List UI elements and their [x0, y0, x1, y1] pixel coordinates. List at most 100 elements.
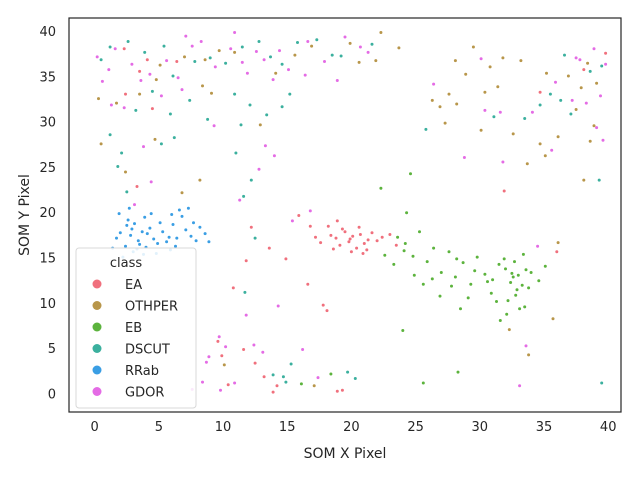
data-point-ea-54 — [502, 189, 506, 193]
data-point-dscut-54 — [600, 64, 604, 68]
data-point-othper-29 — [595, 81, 599, 85]
data-point-rrab-5 — [140, 230, 144, 234]
data-point-othper-43 — [438, 105, 442, 109]
data-point-dscut-37 — [234, 151, 238, 155]
data-point-othper-5 — [183, 55, 186, 59]
data-point-ea-23 — [335, 219, 339, 223]
data-point-ea-36 — [275, 384, 279, 388]
data-point-eb-52 — [379, 186, 383, 190]
data-point-eb-49 — [473, 269, 477, 273]
data-point-dscut-30 — [134, 108, 138, 112]
data-point-rrab-38 — [117, 212, 121, 216]
data-point-gdor-62 — [432, 82, 436, 86]
y-tick-labels: 0 5 10 15 20 25 30 35 40 — [39, 25, 56, 402]
data-point-gdor-5 — [139, 79, 143, 82]
y-tick-label: 15 — [39, 252, 56, 267]
data-point-ea-14 — [375, 239, 379, 243]
data-point-othper-16 — [374, 59, 378, 63]
data-point-ea-0 — [326, 224, 330, 228]
data-point-dscut-38 — [253, 236, 257, 240]
data-point-othper-45 — [556, 241, 560, 245]
data-point-ea-52 — [175, 60, 179, 63]
legend-marker-eb — [92, 322, 102, 332]
data-point-othper-30 — [588, 139, 592, 143]
data-point-eb-30 — [489, 291, 493, 295]
legend-label-ea: EA — [125, 278, 142, 293]
data-point-othper-22 — [488, 65, 492, 69]
data-point-gdor-34 — [149, 180, 153, 184]
data-point-rrab-1 — [124, 244, 127, 248]
data-point-ea-13 — [370, 231, 374, 235]
data-point-eb-2 — [411, 254, 415, 258]
data-point-rrab-26 — [184, 228, 188, 232]
data-point-gdor-0 — [95, 55, 99, 59]
data-point-eb-29 — [521, 252, 525, 256]
x-tick-labels: 0 5 10 15 20 25 30 35 40 — [91, 420, 617, 435]
data-point-gdor-8 — [176, 76, 180, 80]
data-point-ea-10 — [340, 227, 344, 231]
data-point-othper-14 — [379, 31, 383, 34]
y-tick-label: 40 — [39, 25, 56, 40]
data-point-eb-50 — [455, 257, 459, 261]
data-point-othper-2 — [138, 92, 142, 96]
data-point-othper-20 — [464, 72, 468, 76]
data-point-gdor-59 — [498, 110, 502, 114]
data-point-rrab-8 — [126, 218, 130, 222]
data-point-dscut-48 — [523, 117, 527, 120]
data-point-ea-47 — [150, 107, 154, 111]
data-point-eb-15 — [504, 267, 507, 271]
data-point-gdor-43 — [276, 304, 280, 308]
y-tick-label: 25 — [39, 161, 56, 176]
data-point-ea-27 — [297, 214, 301, 217]
data-point-othper-13 — [357, 60, 361, 64]
data-point-dscut-7 — [208, 56, 212, 60]
data-point-dscut-11 — [269, 55, 272, 59]
data-point-gdor-14 — [245, 71, 249, 75]
data-point-eb-24 — [511, 275, 515, 279]
data-point-othper-40 — [479, 128, 483, 132]
data-point-ea-48 — [124, 92, 127, 96]
data-point-othper-28 — [586, 61, 590, 65]
data-point-rrab-37 — [149, 212, 153, 216]
data-point-othper-24 — [519, 59, 523, 63]
data-point-gdor-55 — [301, 348, 305, 351]
y-axis-label: SOM Y Pixel — [17, 174, 33, 256]
data-point-othper-42 — [443, 121, 447, 125]
data-point-rrab-16 — [145, 232, 149, 236]
data-point-othper-38 — [496, 85, 500, 89]
data-point-dscut-17 — [370, 42, 374, 46]
data-point-ea-31 — [284, 257, 288, 261]
data-point-eb-20 — [524, 268, 528, 272]
data-point-ea-15 — [348, 237, 352, 241]
data-point-othper-23 — [501, 56, 505, 60]
data-point-dscut-53 — [588, 69, 592, 73]
data-point-eb-56 — [329, 372, 333, 376]
data-point-gdor-66 — [604, 62, 608, 66]
data-point-ea-30 — [244, 259, 248, 263]
data-point-othper-41 — [455, 102, 459, 106]
data-point-rrab-3 — [133, 222, 136, 226]
data-point-gdor-9 — [190, 44, 194, 48]
data-point-eb-31 — [466, 296, 470, 300]
data-point-eb-40 — [459, 307, 462, 311]
data-point-rrab-44 — [167, 235, 171, 239]
legend-marker-gdor — [92, 387, 102, 396]
data-point-gdor-76 — [518, 384, 522, 388]
data-point-othper-3 — [158, 63, 162, 67]
data-point-rrab-39 — [127, 206, 131, 210]
y-tick-label: 35 — [39, 70, 56, 85]
data-point-rrab-33 — [174, 244, 177, 248]
data-point-gdor-13 — [240, 60, 244, 64]
legend: class EA OTHPER EB DSCUT RRab GDOR — [75, 247, 197, 409]
data-point-othper-11 — [310, 44, 314, 48]
data-point-dscut-46 — [424, 127, 428, 131]
x-tick-label: 0 — [91, 420, 99, 435]
data-point-gdor-39 — [257, 167, 261, 171]
data-point-gdor-71 — [530, 110, 534, 114]
data-point-eb-0 — [396, 235, 400, 239]
data-point-othper-21 — [471, 45, 475, 49]
data-point-eb-36 — [392, 262, 396, 266]
data-point-eb-6 — [439, 271, 443, 274]
data-point-gdor-68 — [584, 101, 588, 105]
data-point-ea-56 — [604, 51, 608, 55]
